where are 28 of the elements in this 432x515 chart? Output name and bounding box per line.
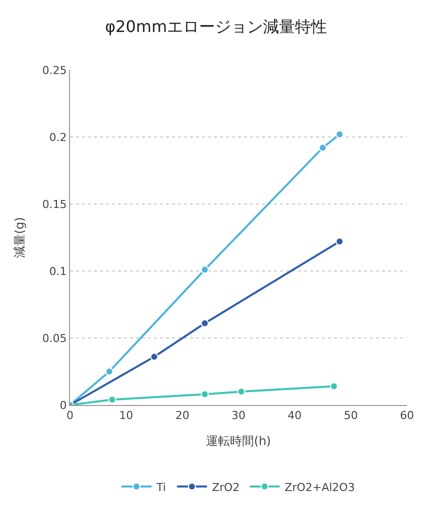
point bbox=[200, 319, 209, 328]
y-tick-label: 0.15 bbox=[42, 198, 67, 211]
legend-label: ZrO2 bbox=[212, 480, 240, 494]
legend-label: Ti bbox=[156, 480, 166, 494]
x-tick-label: 10 bbox=[119, 409, 134, 422]
x-axis-title: 運転時間(h) bbox=[206, 434, 271, 448]
x-tick-label: 30 bbox=[232, 409, 246, 422]
point bbox=[150, 352, 158, 361]
y-tick-label: 0.2 bbox=[49, 130, 67, 144]
x-tick-label: 40 bbox=[288, 409, 302, 422]
point bbox=[108, 396, 116, 404]
point bbox=[336, 130, 344, 138]
x-tick-label: 20 bbox=[175, 409, 190, 422]
legend-label: ZrO2+Al2O3 bbox=[284, 480, 355, 494]
x-tick-label: 50 bbox=[344, 409, 358, 422]
chart-title: φ20mmエロージョン減量特性 bbox=[104, 16, 328, 36]
y-axis-title: 減量(g) bbox=[12, 217, 27, 258]
point bbox=[105, 368, 114, 376]
y-tick-label: 0 bbox=[60, 398, 67, 412]
x-tick-label: 60 bbox=[400, 409, 414, 422]
point bbox=[200, 390, 209, 398]
y-tick-label: 0.25 bbox=[42, 64, 67, 77]
y-tick-label: 0.05 bbox=[42, 332, 67, 345]
y-tick-label: 0.1 bbox=[49, 264, 67, 278]
point bbox=[330, 382, 338, 390]
point bbox=[200, 266, 209, 274]
point bbox=[237, 388, 246, 396]
point bbox=[318, 144, 327, 152]
